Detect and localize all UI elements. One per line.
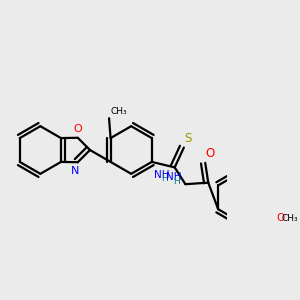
Text: CH₃: CH₃ — [281, 214, 298, 223]
Text: NH: NH — [154, 170, 170, 180]
Text: N: N — [71, 166, 80, 176]
Text: O: O — [74, 124, 82, 134]
Text: H: H — [174, 177, 180, 186]
Text: O: O — [206, 147, 215, 160]
Text: NH: NH — [166, 172, 181, 182]
Text: O: O — [277, 213, 285, 224]
Text: S: S — [184, 131, 192, 145]
Text: CH₃: CH₃ — [111, 107, 127, 116]
Text: H: H — [161, 174, 168, 183]
